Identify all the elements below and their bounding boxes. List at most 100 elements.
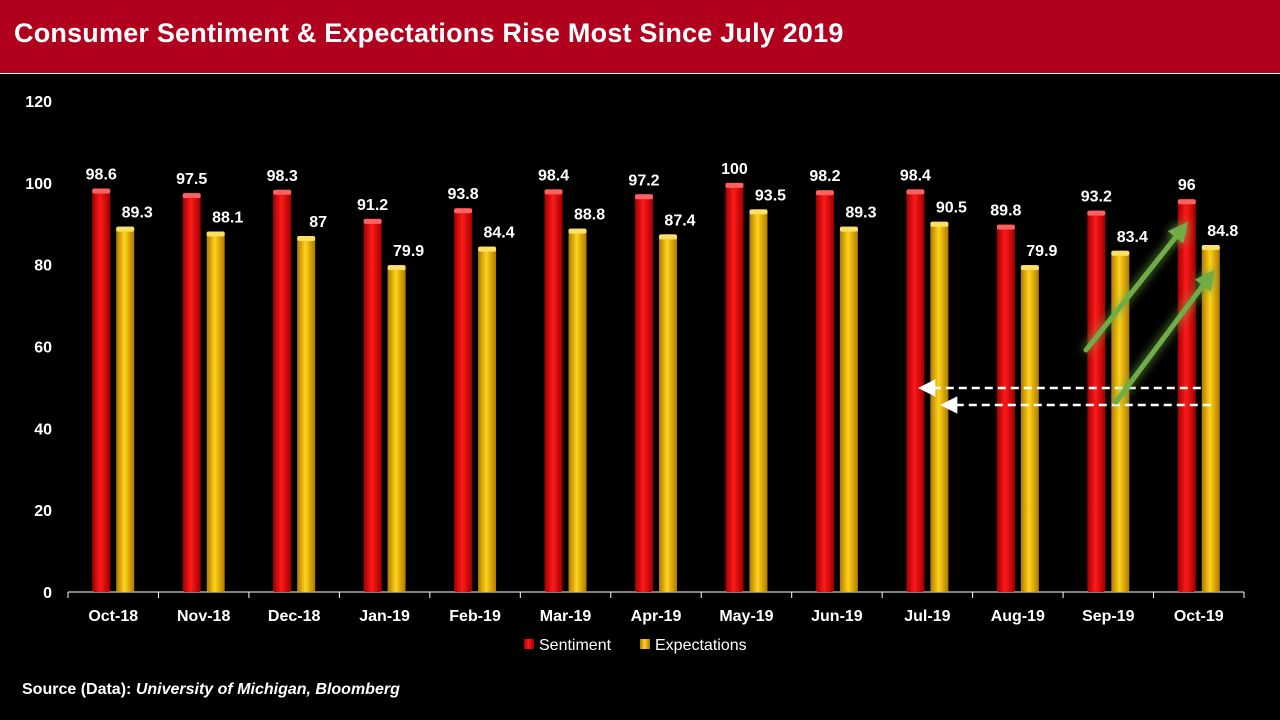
bar-cap (1087, 210, 1106, 216)
data-label: 88.1 (212, 210, 243, 227)
bar-sentiment-apr-19 (635, 194, 653, 593)
bar-expectations-mar-19 (568, 228, 587, 592)
x-tick-label: Feb-19 (449, 608, 501, 625)
bar-cap (544, 189, 563, 195)
data-label: 97.5 (176, 171, 207, 188)
bar-cap (182, 193, 201, 199)
bar-cap (725, 182, 744, 188)
source-note: Source (Data): University of Michigan, B… (22, 681, 400, 699)
bar-expectations-jul-19 (930, 221, 949, 592)
x-tick-label: Oct-19 (1174, 608, 1224, 625)
bar-expectations-jun-19 (839, 226, 858, 592)
bar-cap (930, 221, 949, 227)
data-label: 98.2 (809, 168, 840, 185)
title-bar: Consumer Sentiment & Expectations Rise M… (0, 0, 1280, 74)
data-label: 89.8 (990, 203, 1021, 220)
x-tick-label: Mar-19 (540, 608, 592, 625)
bar-cap (116, 226, 135, 232)
bar-cap (996, 224, 1015, 230)
data-label: 98.3 (267, 168, 298, 185)
data-label: 97.2 (628, 172, 659, 189)
bar-sentiment-jul-19 (906, 189, 925, 592)
trend-up-arrow (1083, 221, 1188, 353)
bar-sentiment-feb-19 (454, 208, 473, 592)
x-tick-label: Aug-19 (991, 608, 1045, 625)
bar-sentiment-sep-19 (1087, 210, 1106, 592)
source-label: Source (Data): (22, 681, 132, 698)
data-label: 89.3 (122, 205, 153, 222)
data-label: 98.6 (86, 167, 117, 184)
y-tick-label: 40 (34, 421, 52, 438)
legend-label: Sentiment (539, 637, 612, 654)
y-tick-label: 0 (43, 585, 52, 602)
x-tick-label: May-19 (719, 608, 773, 625)
data-label: 98.4 (900, 167, 931, 184)
page-title: Consumer Sentiment & Expectations Rise M… (14, 18, 844, 48)
data-label: 96 (1178, 177, 1196, 194)
data-label: 84.4 (484, 225, 515, 242)
data-label: 91.2 (357, 197, 388, 214)
data-label: 93.5 (755, 187, 786, 204)
bar-cap (749, 209, 768, 215)
bar-sentiment-aug-19 (996, 224, 1015, 592)
bar-cap (659, 234, 677, 240)
y-tick-label: 60 (34, 340, 52, 357)
bar-cap (387, 265, 406, 271)
data-label: 90.5 (936, 200, 967, 217)
bar-cap (454, 208, 473, 214)
source-value: University of Michigan, Bloomberg (135, 681, 400, 698)
bar-cap (839, 226, 858, 232)
bar-expectations-dec-18 (297, 236, 316, 592)
x-tick-label: Jan-19 (359, 608, 410, 625)
bar-cap (568, 228, 587, 234)
bar-expectations-may-19 (749, 209, 768, 592)
data-label: 98.4 (538, 167, 569, 184)
bar-sentiment-nov-18 (182, 193, 201, 592)
bar-cap (273, 189, 292, 195)
data-label: 89.3 (845, 205, 876, 222)
x-tick-label: Dec-18 (268, 608, 321, 625)
bar-sentiment-jan-19 (363, 218, 382, 592)
bar-expectations-sep-19 (1111, 250, 1130, 592)
bar-expectations-jan-19 (387, 265, 406, 592)
bar-cap (906, 189, 925, 195)
data-label: 93.8 (448, 186, 479, 203)
bar-expectations-nov-18 (206, 231, 225, 592)
bar-sentiment-oct-18 (92, 188, 111, 593)
bar-cap (1111, 250, 1130, 256)
x-tick-label: Nov-18 (177, 608, 230, 625)
data-label: 79.9 (1026, 243, 1057, 260)
y-tick-label: 120 (25, 94, 52, 111)
data-label: 87 (309, 214, 327, 231)
data-label: 93.2 (1081, 189, 1112, 206)
y-tick-label: 80 (34, 258, 52, 275)
data-label: 83.4 (1117, 229, 1148, 246)
bar-cap (1177, 199, 1196, 205)
bar-expectations-oct-18 (116, 226, 135, 592)
bar-cap (92, 188, 111, 194)
data-label: 88.8 (574, 207, 605, 224)
bar-expectations-aug-19 (1020, 265, 1039, 592)
bar-sentiment-dec-18 (273, 189, 292, 592)
bar-cap (815, 190, 834, 196)
bar-expectations-oct-19 (1201, 245, 1220, 592)
bar-cap (206, 231, 225, 237)
bar-sentiment-jun-19 (815, 190, 834, 592)
bar-cap (363, 218, 382, 224)
x-tick-label: Apr-19 (631, 608, 682, 625)
bar-sentiment-mar-19 (544, 189, 563, 592)
x-tick-label: Sep-19 (1082, 608, 1135, 625)
data-label: 100 (721, 161, 748, 178)
data-label: 84.8 (1207, 223, 1238, 240)
bar-sentiment-may-19 (725, 182, 744, 593)
bar-cap (478, 246, 497, 252)
bar-cap (1020, 265, 1039, 271)
bar-cap (297, 236, 316, 242)
legend-label: Expectations (655, 637, 747, 654)
y-tick-label: 100 (25, 176, 52, 193)
x-tick-label: Jun-19 (811, 608, 863, 625)
bar-expectations-feb-19 (478, 246, 497, 592)
bar-cap (635, 194, 653, 200)
legend-swatch (524, 639, 534, 649)
